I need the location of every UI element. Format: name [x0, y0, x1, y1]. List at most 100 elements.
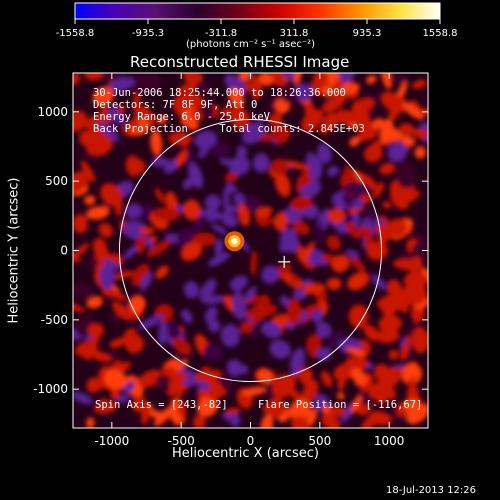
image-texture-blob	[86, 136, 113, 156]
image-texture-blob	[321, 85, 333, 97]
image-texture-blob	[295, 83, 307, 96]
image-texture-blob	[239, 321, 253, 334]
image-texture-blob	[403, 271, 428, 291]
image-texture-blob	[258, 73, 274, 87]
image-texture-blob	[347, 272, 370, 291]
image-texture-blob	[257, 368, 273, 384]
image-texture-blob	[192, 215, 208, 232]
image-texture-blob	[124, 245, 138, 260]
image-texture-blob	[223, 204, 240, 213]
image-texture-blob	[373, 219, 386, 226]
image-texture-blob	[229, 275, 249, 291]
image-texture-blob	[363, 324, 381, 342]
image-texture-blob	[317, 221, 324, 244]
image-texture-blob	[371, 273, 386, 291]
image-texture-blob	[411, 232, 426, 243]
image-texture-blob	[131, 263, 150, 287]
y-tick-label: -500	[41, 313, 68, 327]
image-texture-blob	[291, 308, 303, 319]
image-texture-blob	[331, 254, 350, 273]
image-texture-blob	[346, 347, 367, 357]
image-texture-blob	[381, 296, 396, 319]
image-texture-blob	[390, 189, 409, 210]
image-texture-blob	[92, 86, 114, 107]
image-texture-blob	[86, 206, 110, 220]
x-tick-label: -500	[168, 434, 195, 448]
image-texture-blob	[233, 192, 245, 205]
image-texture-blob	[299, 367, 313, 385]
image-texture-blob	[292, 289, 308, 300]
image-texture-blob	[73, 214, 89, 234]
image-texture-blob	[350, 257, 366, 272]
image-texture-blob	[86, 296, 103, 309]
colorbar-area: -1558.8 -935.3 -311.8 311.8 935.3 1558.8	[56, 2, 458, 39]
image-texture-blob	[316, 322, 332, 339]
image-texture-blob	[412, 128, 428, 140]
x-axis-ticks: -1000 -500 0 500 1000	[94, 73, 404, 448]
image-texture-blob	[116, 394, 130, 403]
image-texture-blob	[73, 243, 90, 261]
image-texture-blob	[228, 156, 251, 176]
plot-title: Reconstructed RHESSI Image	[130, 53, 350, 71]
colorbar-unit-label: (photons cm⁻² s⁻¹ asec⁻²)	[186, 39, 316, 50]
image-texture-blob	[98, 222, 113, 238]
image-texture-blob	[327, 330, 343, 351]
image-texture-blob	[269, 339, 291, 359]
annotation-energy-range: Energy Range: 6.0 - 25.0 keV	[93, 111, 271, 123]
annotation-flare-position: Flare Position = [-116,67]	[258, 399, 423, 411]
image-texture-blob	[389, 96, 408, 114]
image-texture-blob	[371, 139, 383, 151]
image-texture-blob	[88, 350, 112, 363]
image-texture-blob	[279, 295, 291, 307]
image-texture-blob	[290, 274, 299, 284]
image-texture-blob	[134, 235, 146, 254]
image-texture-blob	[94, 105, 109, 127]
image-texture-blob	[180, 242, 203, 261]
image-texture-blob	[125, 337, 140, 353]
image-texture-blob	[249, 329, 258, 338]
image-texture-blob	[205, 194, 222, 211]
image-texture-blob	[388, 218, 407, 238]
image-texture-blob	[304, 180, 322, 198]
image-texture-blob	[340, 82, 360, 94]
image-texture-blob	[236, 146, 248, 159]
image-texture-blob	[316, 347, 332, 362]
image-texture-blob	[229, 106, 251, 131]
image-texture-blob	[326, 235, 341, 251]
footer-timestamp: 18-Jul-2013 12:26	[386, 485, 477, 496]
image-texture-blob	[403, 398, 422, 415]
image-texture-blob	[387, 142, 408, 163]
image-texture-blob	[411, 79, 427, 90]
image-texture-blob	[102, 259, 120, 270]
image-texture-blob	[116, 105, 126, 114]
image-texture-blob	[150, 129, 163, 157]
flare-source	[224, 231, 245, 252]
image-texture-blob	[388, 349, 399, 360]
image-texture-blob	[402, 102, 424, 120]
image-texture-blob	[255, 206, 273, 218]
image-texture-blob	[270, 158, 290, 175]
annotation-detectors: Detectors: 7F 8F 9F, Att 0	[93, 99, 258, 111]
image-texture-blob	[176, 227, 194, 248]
image-texture-blob	[225, 183, 237, 194]
image-texture-blob	[181, 309, 193, 324]
colorbar-tick-label: -1558.8	[56, 28, 95, 39]
image-texture-blob	[265, 93, 278, 114]
image-texture-blob	[266, 397, 286, 418]
image-texture-blob	[376, 329, 400, 344]
image-texture-blob	[358, 226, 372, 237]
image-texture-blob	[98, 122, 120, 142]
image-texture-blob	[282, 79, 297, 99]
image-texture-blob	[241, 121, 266, 145]
image-texture-blob	[327, 73, 340, 86]
annotation-method-counts: Back Projection Total counts: 2.845E+03	[93, 123, 365, 135]
image-texture-blob	[109, 290, 128, 301]
image-texture-blob	[350, 394, 362, 414]
image-texture-blob	[382, 127, 403, 142]
image-texture-blob	[99, 264, 115, 290]
image-texture-blob	[220, 324, 241, 348]
image-texture-blob	[291, 416, 310, 428]
colorbar-tick-label: -935.3	[132, 28, 164, 39]
image-texture-blob	[198, 146, 208, 159]
x-axis-label: Heliocentric X (arcsec)	[172, 446, 319, 461]
